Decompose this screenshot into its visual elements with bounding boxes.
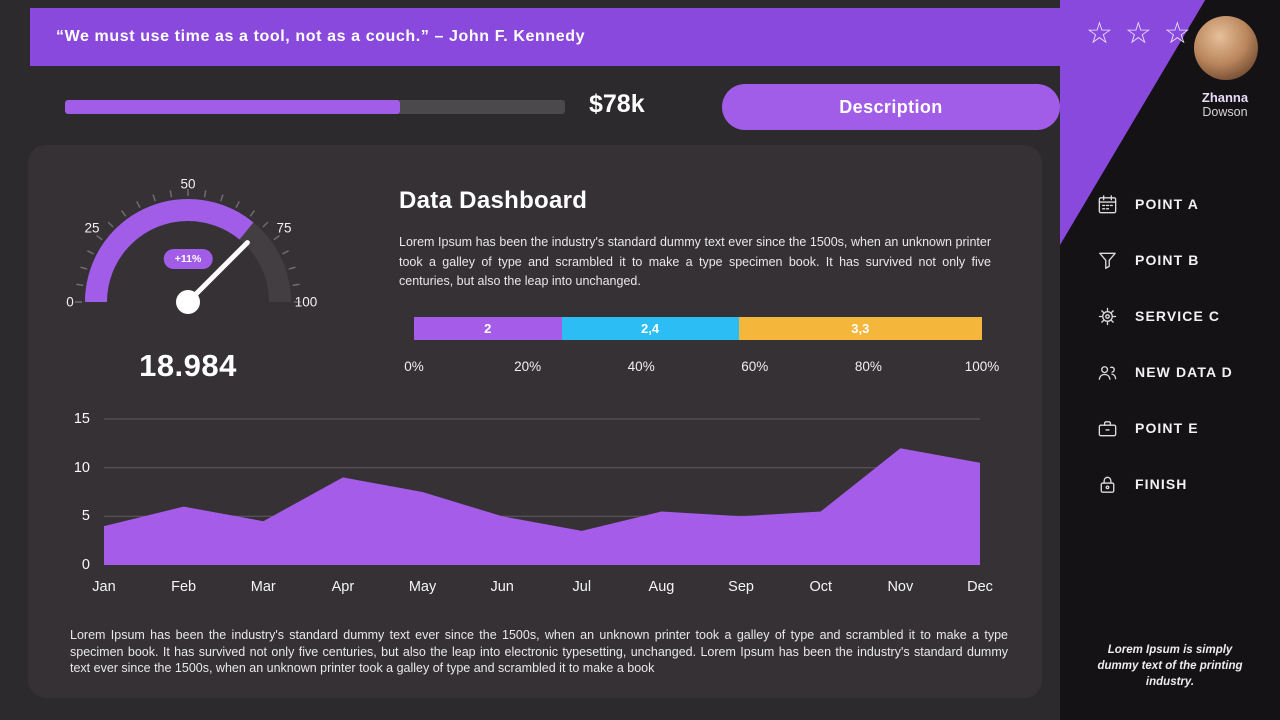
gauge-value: 18.984 (139, 348, 237, 383)
x-axis-label: Aug (648, 579, 675, 595)
sidebar-item-point-b[interactable]: POINT B (1096, 232, 1233, 288)
star-icon: ☆ (1163, 17, 1203, 50)
sidebar-item-label: POINT E (1135, 420, 1199, 436)
user-last-name: Dowson (1202, 105, 1248, 119)
bar-axis-label: 60% (741, 359, 769, 374)
progress-fill (65, 100, 400, 114)
gear-icon (1098, 307, 1117, 325)
gauge-chart (75, 189, 301, 314)
bar-segment: 2 (414, 317, 562, 340)
quote-bar: “We must use time as a tool, not as a co… (30, 8, 1060, 66)
sidebar-footer-note: Lorem Ipsum is simply dummy text of the … (1097, 644, 1243, 688)
sidebar-nav: POINT A POINT B SERVICE C NEW DATA D POI… (1096, 176, 1233, 512)
avatar (1194, 16, 1258, 80)
x-axis-label: Jul (572, 579, 592, 595)
y-axis-label: 0 (81, 557, 90, 573)
sidebar-item-label: POINT A (1135, 196, 1199, 212)
bar-axis-label: 100% (964, 359, 1000, 374)
gauge-tick-label: 75 (276, 220, 292, 236)
y-axis-label: 15 (73, 411, 90, 427)
dashboard-card: 0 25 50 75 100 +11% 18.984 Data Dashboar… (28, 145, 1042, 698)
funnel-icon (1099, 252, 1116, 269)
user-first-name: Zhanna (1201, 90, 1249, 105)
bar-segment: 2,4 (561, 317, 739, 340)
user-name: Zhanna Dowson (1166, 90, 1280, 120)
gauge-badge: +11% (163, 249, 213, 269)
briefcase-icon (1098, 420, 1117, 436)
x-axis-label: Jan (92, 579, 116, 595)
star-icon: ☆ (1124, 17, 1164, 50)
gauge-needle (185, 240, 250, 305)
progress-bar (65, 100, 565, 114)
amount-label: $78k (589, 90, 645, 118)
x-axis-label: May (408, 579, 437, 595)
gauge-ticks (75, 189, 301, 303)
bar-segment: 3,3 (738, 317, 982, 340)
bar-axis-label: 0% (404, 359, 424, 374)
users-icon (1098, 365, 1117, 380)
bar-axis: 0% 20% 40% 60% 80% 100% (404, 359, 999, 375)
area-x-labels: Jan Feb Mar Apr May Jun Jul Aug Sep Oct Nov Dec (92, 579, 993, 597)
description-button[interactable]: Description (722, 84, 1060, 130)
quote-text: “We must use time as a tool, not as a co… (56, 28, 586, 45)
rating-stars: ☆☆☆ (1086, 12, 1203, 56)
lock-icon (1100, 476, 1115, 493)
x-axis-label: Sep (728, 579, 754, 595)
gauge-tick-label: 25 (84, 220, 100, 236)
bar-axis-label: 20% (514, 359, 542, 374)
sidebar-item-new-data-d[interactable]: NEW DATA D (1096, 344, 1233, 400)
y-axis-label: 5 (81, 508, 90, 525)
sidebar: ☆☆☆ Zhanna Dowson POINT A POINT B SERVIC… (1060, 0, 1280, 720)
card-title: Data Dashboard (399, 187, 588, 214)
main-area: “We must use time as a tool, not as a co… (0, 0, 1060, 720)
calendar-icon (1098, 194, 1117, 213)
sidebar-item-finish[interactable]: FINISH (1096, 456, 1233, 512)
sidebar-item-label: SERVICE C (1135, 308, 1221, 324)
star-icon: ☆ (1086, 17, 1125, 50)
card-intro-text: Lorem Ipsum has been the industry's stan… (399, 235, 991, 288)
gauge-tick-label: 0 (66, 294, 74, 310)
area-chart (104, 418, 980, 565)
sidebar-item-point-e[interactable]: POINT E (1096, 400, 1233, 456)
card-footer-text: Lorem Ipsum has been the industry's stan… (70, 628, 1008, 675)
x-axis-label: Feb (171, 579, 197, 595)
area-fill (104, 448, 980, 565)
x-axis-label: Apr (331, 579, 355, 595)
sidebar-item-point-a[interactable]: POINT A (1096, 176, 1233, 232)
gauge-hub (176, 290, 200, 314)
x-axis-label: Mar (250, 579, 276, 595)
gauge-fill-arc (85, 199, 291, 303)
bar-axis-label: 40% (627, 359, 655, 374)
sidebar-item-label: FINISH (1135, 476, 1188, 492)
x-axis-label: Oct (809, 579, 832, 595)
sidebar-item-service-c[interactable]: SERVICE C (1096, 288, 1233, 344)
y-axis-label: 10 (73, 459, 90, 476)
x-axis-label: Nov (887, 579, 914, 595)
sidebar-item-label: NEW DATA D (1135, 364, 1233, 380)
x-axis-label: Jun (490, 579, 514, 595)
gauge-block: 0 25 50 75 100 +11% 18.984 (48, 170, 328, 405)
sidebar-item-label: POINT B (1135, 252, 1200, 268)
bar-axis-label: 80% (854, 359, 882, 374)
x-axis-label: Dec (967, 579, 993, 595)
stacked-bar: 2 2,4 3,3 (414, 317, 982, 340)
gauge-tick-label: 50 (180, 176, 196, 192)
gauge-tick-label: 100 (294, 294, 318, 310)
